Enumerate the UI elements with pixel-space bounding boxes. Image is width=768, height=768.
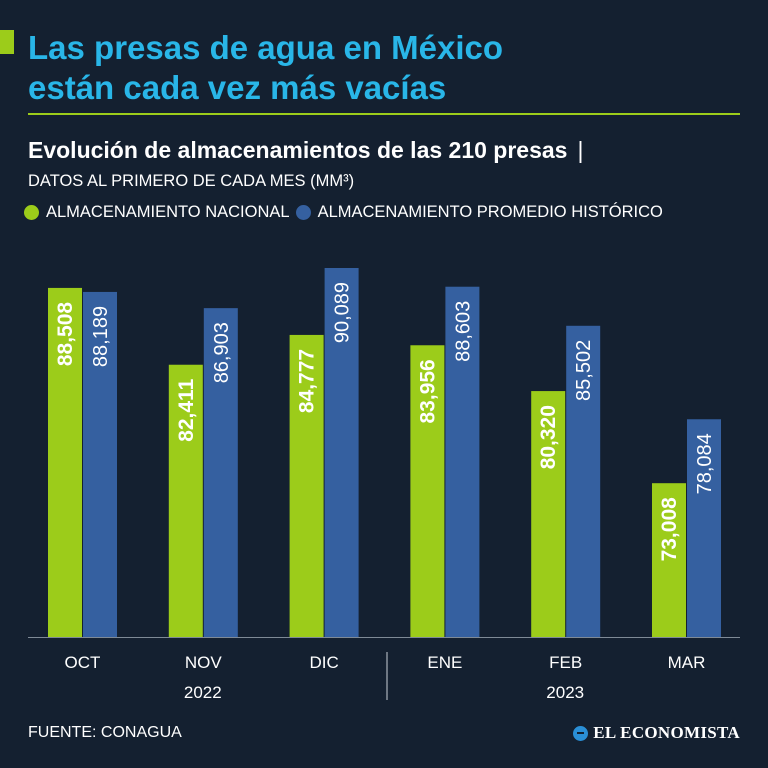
bar-historico-dic <box>324 268 359 637</box>
x-tick-label-nov: NOV <box>185 653 223 672</box>
bar-historico-oct <box>83 291 117 637</box>
chart-legend: ALMACENAMIENTO NACIONAL ALMACENAMIENTO P… <box>24 203 669 222</box>
bar-nacional-oct <box>48 287 82 637</box>
bar-nacional-dic <box>289 334 324 637</box>
bar-historico-feb <box>566 325 601 637</box>
bar-nacional-feb <box>531 391 566 637</box>
brand-mark-icon <box>573 725 589 741</box>
bar-nacional-ene <box>410 345 445 637</box>
data-label-nacional-mar: 73,008 <box>658 497 681 562</box>
data-label-historico-nov: 86,903 <box>211 322 233 383</box>
data-label-historico-dic: 90,089 <box>332 282 354 343</box>
title-accent-bar <box>0 30 14 54</box>
legend-label-historico: ALMACENAMIENTO PROMEDIO HISTÓRICO <box>317 203 663 221</box>
units-note: DATOS AL PRIMERO DE CADA MES (MM³) <box>28 172 355 190</box>
bar-nacional-nov <box>168 364 203 637</box>
x-tick-label-oct: OCT <box>65 653 101 672</box>
x-tick-label-ene: ENE <box>427 653 462 672</box>
x-tick-label-feb: FEB <box>549 653 582 672</box>
title-divider <box>28 113 740 115</box>
chart-subtitle: Evolución de almacenamientos de las 210 … <box>28 137 583 164</box>
data-label-nacional-dic: 84,777 <box>296 349 319 413</box>
bar-historico-ene <box>445 286 480 637</box>
data-label-historico-feb: 85,502 <box>573 340 595 401</box>
brand-name: EL ECONOMISTA <box>593 723 740 742</box>
data-label-historico-ene: 88,603 <box>452 301 474 362</box>
source-note: FUENTE: CONAGUA <box>28 724 182 741</box>
title-line-2: están cada vez más vacías <box>28 69 447 106</box>
legend-dot-nacional <box>24 205 39 220</box>
bar-historico-mar <box>687 419 721 637</box>
subtitle-text: Evolución de almacenamientos de las 210 … <box>28 137 568 163</box>
subtitle-separator: | <box>577 137 584 163</box>
year-label-2023: 2023 <box>546 683 584 702</box>
bar-nacional-mar <box>652 483 686 637</box>
data-label-historico-mar: 78,084 <box>694 433 716 494</box>
brand-logo: EL ECONOMISTA <box>573 723 740 743</box>
data-label-nacional-ene: 83,956 <box>416 359 439 423</box>
x-tick-label-mar: MAR <box>668 653 706 672</box>
legend-item-historico: ALMACENAMIENTO PROMEDIO HISTÓRICO <box>295 203 663 222</box>
year-label-2022: 2022 <box>184 683 222 702</box>
page-title: Las presas de agua en México están cada … <box>28 28 748 108</box>
legend-item-nacional: ALMACENAMIENTO NACIONAL <box>24 203 290 222</box>
title-line-1: Las presas de agua en México <box>28 29 504 66</box>
legend-label-nacional: ALMACENAMIENTO NACIONAL <box>46 203 290 221</box>
legend-dot-historico <box>295 205 311 220</box>
x-tick-label-dic: DIC <box>309 653 338 672</box>
data-label-nacional-nov: 82,411 <box>175 378 198 441</box>
data-label-nacional-feb: 80,320 <box>537 405 560 469</box>
data-label-nacional-oct: 88,508 <box>54 302 77 367</box>
bar-historico-nov <box>203 308 238 637</box>
data-label-historico-oct: 88,189 <box>90 306 112 367</box>
